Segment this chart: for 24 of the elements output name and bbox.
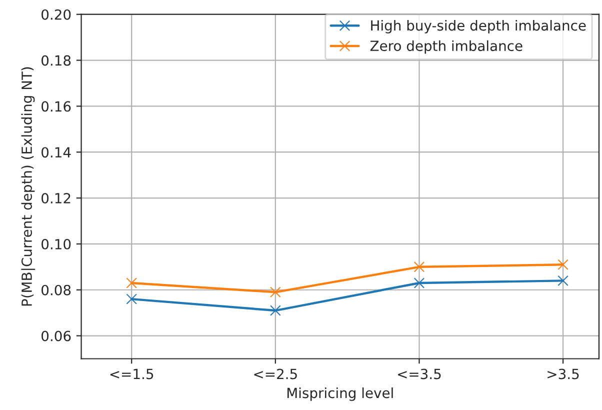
y-tick-label: 0.16	[42, 101, 71, 112]
legend-label: Zero depth imbalance	[370, 40, 522, 54]
point	[414, 278, 425, 288]
y-tick-label: 0.06	[42, 330, 71, 342]
legend-label: High buy-side depth imbalance	[371, 20, 586, 34]
point	[126, 278, 137, 288]
y-tick-label: 0.20	[42, 9, 71, 20]
point	[414, 262, 425, 272]
x-tick-label: <=3.5	[398, 368, 441, 380]
y-tick-label: 0.08	[42, 284, 71, 296]
point	[558, 259, 568, 270]
x-tick-label: >3.5	[548, 368, 579, 380]
y-tick-label: 0.14	[42, 147, 71, 158]
y-tick-label: 0.18	[42, 55, 71, 66]
point	[270, 286, 281, 298]
point	[558, 275, 568, 286]
point	[270, 305, 281, 316]
x-tick-label: <=1.5	[110, 368, 154, 380]
x-tick-label: <=2.5	[254, 368, 297, 380]
x-axis-title: Mispricing level	[287, 387, 393, 401]
y-tick-label: 0.12	[42, 193, 70, 204]
point	[126, 294, 137, 304]
y-axis-title: P(MB|Current depth) (Exluding NT)	[21, 67, 36, 306]
y-tick-label: 0.10	[42, 238, 71, 250]
